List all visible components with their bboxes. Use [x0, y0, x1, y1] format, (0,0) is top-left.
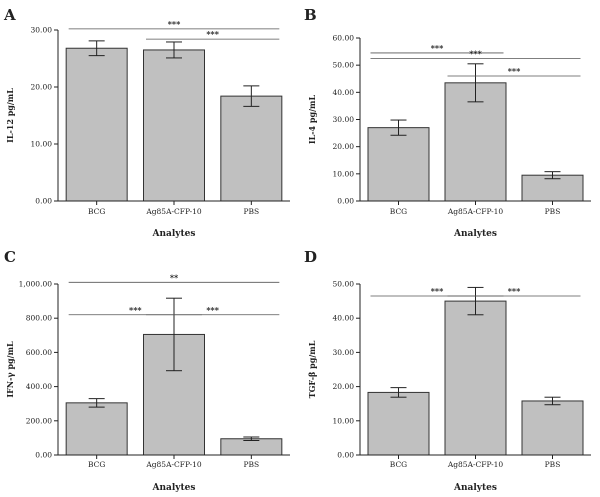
x-tick-label: Ag85A-CFP-10 [447, 207, 504, 216]
y-tick-label: 800.00 [26, 314, 52, 323]
y-tick-label: 20.00 [333, 142, 355, 151]
y-tick-label: 0.00 [337, 451, 354, 460]
y-tick-label: 40.00 [333, 314, 355, 323]
y-tick-label: 30.00 [333, 115, 355, 124]
bar [521, 174, 584, 202]
y-tick-label: 50.00 [333, 280, 355, 289]
x-axis-label: Analytes [152, 483, 196, 493]
x-axis-label: Analytes [453, 229, 497, 239]
y-tick-label: 600.00 [26, 348, 52, 357]
chart-panel: B 0.00 10.00 20.00 30.00 40.00 50.00 60.00 BCG Ag… [304, 6, 591, 239]
significance-label: ** [170, 272, 179, 282]
bar [220, 95, 283, 202]
significance-label: *** [129, 305, 142, 315]
y-tick-label: 1,000.00 [19, 280, 53, 289]
y-tick-label: 30.00 [31, 26, 53, 35]
y-tick-label: 0.00 [337, 197, 354, 206]
y-tick-label: 30.00 [333, 348, 355, 357]
bar [143, 49, 205, 202]
significance-label: *** [431, 286, 444, 296]
x-tick-label: BCG [390, 460, 407, 469]
x-tick-label: PBS [545, 207, 561, 216]
y-axis-label: TGF-β pg/mL [307, 340, 317, 398]
bar [521, 400, 584, 456]
x-axis-label: Analytes [152, 229, 196, 239]
y-tick-label: 400.00 [26, 382, 52, 391]
bar [444, 82, 507, 202]
y-tick-label: 20.00 [31, 83, 53, 92]
panel-letter: D [304, 248, 317, 266]
panel-letter: A [3, 6, 16, 24]
significance-label: *** [508, 286, 521, 296]
chart-panel: D 0.00 10.00 20.00 30.00 40.00 50.00 BCG Ag85A-C… [304, 248, 591, 493]
significance-label: *** [168, 19, 181, 29]
bar [220, 438, 283, 456]
x-tick-label: Ag85A-CFP-10 [145, 460, 202, 469]
y-axis-label: IL-4 pg/mL [307, 95, 317, 145]
x-tick-label: BCG [390, 207, 407, 216]
x-tick-label: BCG [88, 460, 105, 469]
x-tick-label: Ag85A-CFP-10 [145, 207, 202, 216]
chart-panel: A 0.00 10.00 20.00 30.00 BCG Ag85A-CFP-10 PBS An… [3, 6, 290, 239]
y-tick-label: 10.00 [333, 416, 355, 425]
y-tick-label: 10.00 [333, 169, 355, 178]
significance-label: *** [206, 305, 219, 315]
bar [367, 127, 430, 202]
y-tick-label: 200.00 [26, 416, 52, 425]
bar [65, 47, 128, 202]
y-tick-label: 50.00 [333, 61, 355, 70]
x-tick-label: BCG [88, 207, 105, 216]
x-tick-label: Ag85A-CFP-10 [447, 460, 504, 469]
significance-label: *** [469, 48, 482, 58]
x-tick-label: PBS [243, 207, 259, 216]
x-axis-label: Analytes [453, 483, 497, 493]
y-tick-label: 40.00 [333, 88, 355, 97]
bar [367, 391, 430, 456]
y-axis-label: IL-12 pg/mL [5, 88, 15, 143]
bar [65, 402, 128, 456]
bar [444, 300, 507, 456]
chart-panel: C 0.00 200.00 400.00 600.00 800.00 1,000.00 BCG… [4, 248, 290, 493]
panel-letter: B [304, 6, 317, 24]
y-tick-label: 0.00 [35, 197, 52, 206]
y-axis-label: IFN-γ pg/mL [5, 341, 15, 398]
x-tick-label: PBS [545, 460, 561, 469]
significance-label: *** [508, 66, 521, 76]
significance-label: *** [431, 43, 444, 53]
significance-label: *** [206, 29, 219, 39]
x-tick-label: PBS [243, 460, 259, 469]
y-tick-label: 10.00 [31, 140, 53, 149]
y-tick-label: 0.00 [35, 451, 52, 460]
y-tick-label: 20.00 [333, 382, 355, 391]
y-tick-label: 60.00 [333, 34, 355, 43]
panel-letter: C [4, 248, 16, 266]
